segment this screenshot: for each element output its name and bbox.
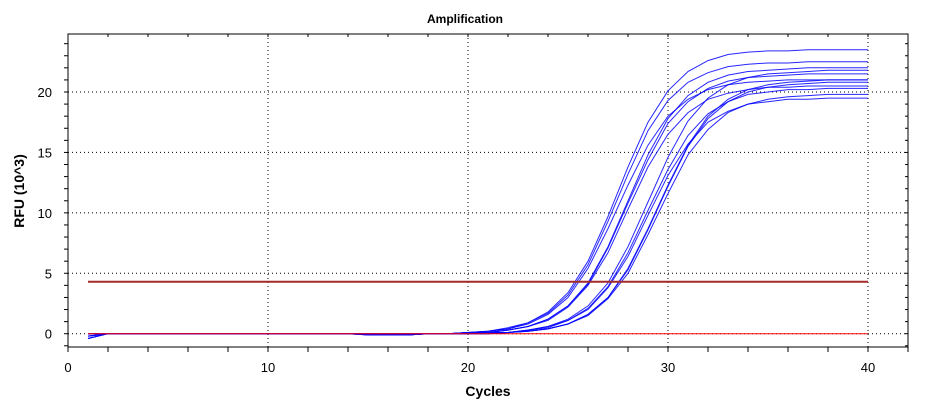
amplification-curve bbox=[88, 85, 868, 335]
amplification-curve bbox=[87, 73, 868, 337]
plot-frame bbox=[67, 33, 909, 348]
amplification-curve bbox=[87, 67, 868, 337]
x-tick-label: 0 bbox=[64, 360, 71, 375]
y-tick-label: 15 bbox=[38, 145, 52, 160]
y-tick-label: 5 bbox=[45, 266, 52, 281]
y-tick-label: 10 bbox=[38, 206, 52, 221]
amplification-curves bbox=[87, 49, 868, 339]
x-tick-label: 10 bbox=[261, 360, 275, 375]
x-tick-label: 40 bbox=[861, 360, 875, 375]
amplification-curve bbox=[87, 81, 868, 337]
amplification-curve bbox=[87, 49, 868, 339]
amplification-curve bbox=[87, 87, 868, 337]
amplification-curve bbox=[88, 97, 868, 335]
x-tick-label: 20 bbox=[461, 360, 475, 375]
amplification-curve bbox=[88, 79, 868, 335]
y-tick-label: 0 bbox=[45, 327, 52, 342]
chart-title: Amplification bbox=[427, 12, 503, 26]
y-axis-label: RFU (10^3) bbox=[11, 154, 27, 228]
amplification-curve bbox=[87, 79, 868, 339]
amplification-curve bbox=[87, 69, 868, 339]
y-tick-label: 20 bbox=[38, 85, 52, 100]
x-axis-label: Cycles bbox=[465, 383, 510, 399]
amplification-curve bbox=[88, 61, 868, 335]
reference-lines bbox=[88, 280, 868, 335]
x-tick-label: 30 bbox=[661, 360, 675, 375]
amplification-curve bbox=[87, 93, 868, 339]
axis-ticks: 0 10 20 30 40 0 5 10 15 20 bbox=[38, 34, 909, 375]
grid bbox=[68, 34, 908, 347]
